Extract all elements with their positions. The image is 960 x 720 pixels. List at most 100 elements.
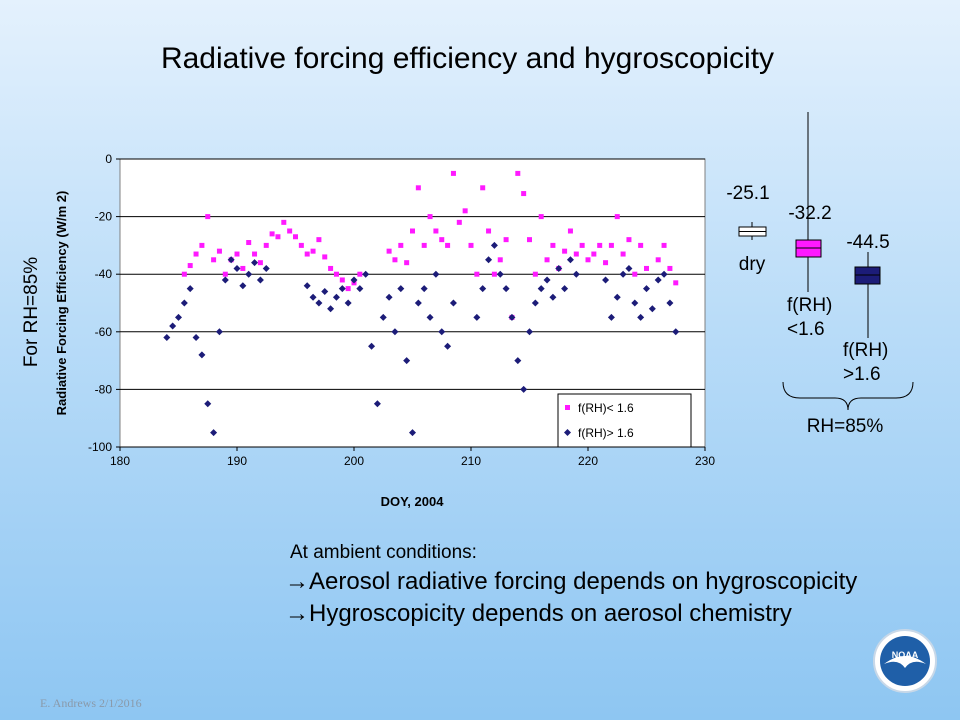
data-point-high (555, 264, 563, 272)
data-point-low (544, 257, 550, 263)
arrow-icon: → (285, 568, 309, 595)
data-point-low (333, 271, 339, 277)
data-point-low (579, 242, 585, 248)
slide-title: Radiative forcing efficiency and hygrosc… (160, 42, 775, 75)
data-point-high (204, 400, 212, 408)
data-point-high (169, 322, 177, 330)
data-point-high (619, 270, 627, 278)
dry-label: dry (739, 254, 766, 275)
data-point-low (410, 228, 415, 234)
data-point-low (421, 242, 427, 248)
y-axis-label: Radiative Forcing Efficiency (W/m 2) (54, 191, 69, 416)
arrow-icon: → (285, 600, 309, 627)
data-point-low (673, 280, 679, 286)
data-point-high (479, 285, 487, 293)
data-point-low (398, 242, 404, 248)
data-point-high (397, 285, 405, 293)
data-point-high (631, 299, 639, 307)
y-tick-label: -100 (88, 440, 112, 454)
data-point-low (252, 251, 258, 257)
data-point-high (356, 285, 364, 293)
data-point-low (404, 260, 410, 266)
data-point-high (180, 299, 188, 307)
data-point-low (328, 265, 334, 271)
data-point-high (210, 429, 218, 437)
data-point-high (473, 313, 481, 321)
data-point-high (262, 264, 270, 272)
legend-marker-low (565, 405, 570, 410)
data-point-high (379, 313, 387, 321)
data-point-low (450, 170, 456, 176)
data-point-high (449, 299, 457, 307)
y-tick-label: -80 (95, 382, 113, 396)
data-point-high (315, 299, 323, 307)
data-point-high (391, 328, 399, 336)
data-point-low (667, 265, 673, 271)
data-point-high (221, 276, 229, 284)
x-tick-label: 190 (227, 454, 247, 468)
data-point-low (181, 271, 187, 277)
x-tick-label: 220 (578, 454, 598, 468)
data-point-low (234, 251, 240, 257)
data-point-high (192, 334, 200, 342)
data-point-high (245, 270, 253, 278)
data-point-low (608, 242, 614, 248)
data-point-high (438, 328, 446, 336)
bullet-text: Hygroscopicity depends on aerosol chemis… (309, 600, 792, 627)
data-point-high (344, 299, 352, 307)
high-median: -44.5 (846, 232, 889, 253)
bullet-list: At ambient conditions: →Aerosol radiativ… (285, 542, 857, 628)
data-point-low (562, 248, 568, 254)
data-point-low (474, 271, 480, 277)
data-point-high (637, 313, 645, 321)
data-point-low (193, 251, 199, 257)
x-tick-label: 180 (110, 454, 130, 468)
data-point-high (543, 276, 551, 284)
data-point-high (233, 264, 241, 272)
data-point-low (456, 219, 462, 225)
data-point-low (216, 248, 222, 254)
data-point-low (439, 237, 445, 243)
data-point-low (427, 214, 433, 220)
data-point-high (321, 287, 329, 295)
data-point-low (187, 263, 193, 269)
data-point-high (309, 293, 317, 301)
data-point-high (502, 285, 510, 293)
data-point-low (275, 234, 281, 240)
data-point-low (415, 185, 421, 191)
data-point-high (373, 400, 381, 408)
data-point-low (310, 248, 316, 254)
data-point-low (199, 242, 205, 248)
data-point-high (163, 334, 171, 342)
data-point-high (648, 305, 656, 313)
data-point-low (491, 271, 497, 277)
x-tick-label: 200 (344, 454, 364, 468)
bullet-item: →Aerosol radiative forcing depends on hy… (285, 568, 857, 596)
data-point-high (672, 328, 680, 336)
data-point-high (186, 285, 194, 293)
data-point-high (256, 276, 264, 284)
data-point-high (613, 293, 621, 301)
data-point-high (643, 285, 650, 293)
data-point-low (597, 242, 603, 248)
data-point-high (420, 285, 428, 293)
data-point-high (227, 256, 235, 264)
data-point-low (497, 257, 503, 263)
data-point-low (591, 251, 597, 257)
data-point-low (322, 254, 328, 260)
data-point-low (386, 248, 392, 254)
data-point-low (433, 228, 439, 234)
legend-label-high: f(RH)> 1.6 (578, 426, 634, 440)
data-point-low (445, 242, 451, 248)
data-point-high (350, 276, 358, 284)
data-point-high (514, 357, 522, 365)
data-point-high (385, 293, 393, 301)
data-point-high (526, 328, 533, 336)
data-point-low (304, 251, 310, 257)
data-point-high (362, 270, 370, 278)
data-point-low (661, 242, 667, 248)
legend-label-low: f(RH)< 1.6 (578, 401, 634, 415)
data-point-low (515, 170, 521, 176)
